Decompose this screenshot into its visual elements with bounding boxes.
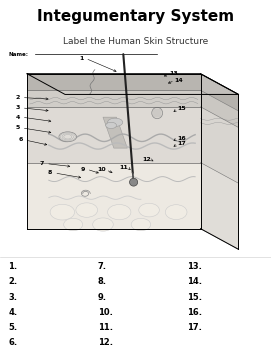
Ellipse shape xyxy=(64,218,83,231)
Polygon shape xyxy=(201,74,238,249)
Polygon shape xyxy=(201,162,238,249)
Text: 9.: 9. xyxy=(98,293,107,302)
Polygon shape xyxy=(201,74,238,111)
Polygon shape xyxy=(27,74,201,90)
Text: 11: 11 xyxy=(119,164,128,170)
Ellipse shape xyxy=(50,204,75,220)
Polygon shape xyxy=(103,117,127,148)
Text: 3.: 3. xyxy=(8,293,17,302)
Text: 10: 10 xyxy=(97,167,106,172)
Text: 2: 2 xyxy=(15,95,20,100)
Ellipse shape xyxy=(165,205,187,219)
Text: 7: 7 xyxy=(40,161,44,166)
Text: 15.: 15. xyxy=(187,293,202,302)
Polygon shape xyxy=(201,107,238,183)
Text: 3: 3 xyxy=(15,105,20,110)
Text: 15: 15 xyxy=(177,106,186,111)
Text: 17.: 17. xyxy=(187,323,202,332)
Ellipse shape xyxy=(108,118,123,126)
Text: 1: 1 xyxy=(79,56,83,61)
Text: Label the Human Skin Structure: Label the Human Skin Structure xyxy=(63,37,208,46)
Text: 9: 9 xyxy=(80,167,85,172)
Text: 5.: 5. xyxy=(8,323,17,332)
Text: 1.: 1. xyxy=(8,262,17,271)
Text: Name:: Name: xyxy=(8,52,28,57)
Text: 13: 13 xyxy=(169,71,178,76)
Text: 16.: 16. xyxy=(187,308,202,317)
Text: 4: 4 xyxy=(15,115,20,120)
Text: 17: 17 xyxy=(177,141,186,147)
Text: 14.: 14. xyxy=(187,278,202,286)
Ellipse shape xyxy=(106,122,117,128)
Text: 4.: 4. xyxy=(8,308,17,317)
Text: 10.: 10. xyxy=(98,308,112,317)
Ellipse shape xyxy=(152,107,163,119)
Ellipse shape xyxy=(76,203,98,217)
Text: 13.: 13. xyxy=(187,262,202,271)
Text: 6: 6 xyxy=(18,137,22,142)
Ellipse shape xyxy=(93,218,113,231)
Text: 16: 16 xyxy=(177,136,186,141)
Polygon shape xyxy=(27,107,201,162)
Ellipse shape xyxy=(130,178,138,186)
Text: 8: 8 xyxy=(48,170,52,175)
Text: Integumentary System: Integumentary System xyxy=(37,9,234,24)
Text: 2.: 2. xyxy=(8,278,17,286)
Polygon shape xyxy=(201,90,238,127)
Text: 6.: 6. xyxy=(8,338,17,347)
Text: 12: 12 xyxy=(142,157,151,162)
Ellipse shape xyxy=(108,204,131,220)
Ellipse shape xyxy=(59,132,77,142)
Text: 14: 14 xyxy=(175,78,183,83)
Text: 7.: 7. xyxy=(98,262,107,271)
Text: 11.: 11. xyxy=(98,323,112,332)
Text: 5: 5 xyxy=(15,125,20,131)
Polygon shape xyxy=(27,90,201,107)
Ellipse shape xyxy=(139,203,159,217)
Polygon shape xyxy=(27,74,238,94)
Ellipse shape xyxy=(131,218,151,231)
Polygon shape xyxy=(27,162,201,229)
Text: 8.: 8. xyxy=(98,278,107,286)
Text: 12.: 12. xyxy=(98,338,112,347)
